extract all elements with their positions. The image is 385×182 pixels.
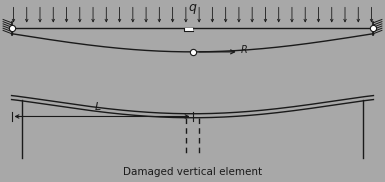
- Polygon shape: [184, 28, 192, 31]
- Text: Damaged vertical element: Damaged vertical element: [123, 167, 262, 177]
- Text: L: L: [95, 102, 101, 112]
- Text: R: R: [241, 45, 248, 55]
- Text: q: q: [189, 1, 196, 14]
